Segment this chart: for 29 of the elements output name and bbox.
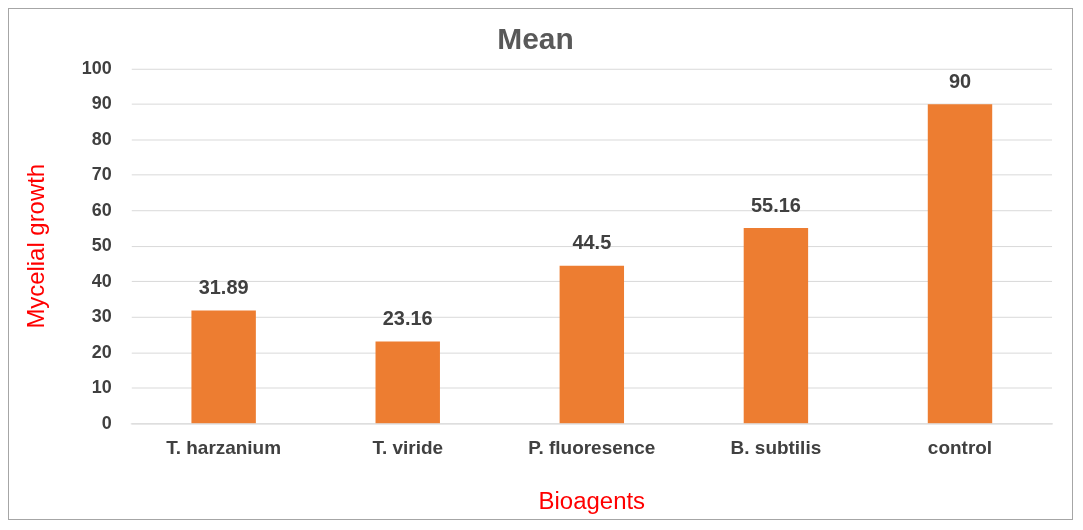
y-tick-label: 80 [91, 128, 112, 149]
x-axis-title: Bioagents [538, 487, 646, 515]
bar [927, 104, 993, 424]
x-tick-label: control [927, 437, 993, 459]
data-label: 23.16 [382, 307, 433, 330]
y-tick-label: 90 [91, 93, 112, 114]
data-label: 55.16 [750, 193, 801, 216]
x-tick-label: T. harzanium [166, 437, 282, 459]
chart-title: Mean [497, 22, 574, 56]
y-tick-label: 100 [81, 57, 112, 78]
y-tick-label: 70 [91, 164, 112, 185]
data-label: 31.89 [198, 276, 249, 299]
y-tick-label: 40 [91, 270, 112, 291]
bar [559, 265, 625, 424]
x-tick-label: P. fluoresence [528, 437, 656, 459]
bar [191, 310, 256, 424]
y-tick-label: 10 [91, 377, 112, 398]
y-tick-label: 30 [91, 306, 112, 327]
data-label: 90 [948, 69, 972, 92]
x-tick-label: T. viride [372, 437, 444, 459]
y-tick-label: 0 [101, 412, 112, 433]
y-axis-title: Mycelial growth [21, 163, 49, 329]
x-tick-label: B. subtilis [730, 437, 822, 459]
data-label: 44.5 [572, 231, 612, 254]
bar [375, 341, 440, 424]
y-tick-label: 60 [91, 199, 112, 220]
y-tick-label: 20 [91, 341, 112, 362]
bar [743, 227, 809, 424]
y-tick-label: 50 [91, 235, 112, 256]
